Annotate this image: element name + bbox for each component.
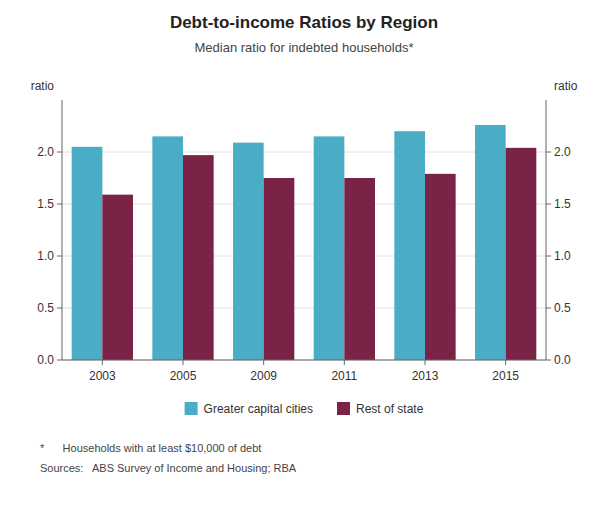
subtitle: Median ratio for indebted households* — [195, 40, 414, 55]
y-tick-label: 0.0 — [37, 353, 54, 367]
bar — [102, 195, 133, 360]
y2-tick-label: 1.0 — [554, 249, 571, 263]
bar — [314, 136, 345, 360]
bar — [344, 178, 375, 360]
y-tick-label: 0.5 — [37, 301, 54, 315]
legend-swatch — [185, 402, 198, 415]
y2-tick — [546, 256, 551, 257]
legend: Greater capital cities Rest of state — [185, 402, 424, 416]
legend-swatch — [337, 402, 350, 415]
bar — [183, 155, 214, 360]
y-tick — [57, 360, 62, 361]
y2-axis-line — [546, 100, 547, 360]
x-tick — [425, 360, 426, 365]
y-tick-label: 2.0 — [37, 145, 54, 159]
bar — [72, 147, 103, 360]
bar — [506, 148, 537, 360]
grid-line — [62, 204, 546, 205]
y2-tick-label: 0.5 — [554, 301, 571, 315]
grid-line — [62, 152, 546, 153]
x-tick — [102, 360, 103, 365]
y2-tick — [546, 152, 551, 153]
x-tick — [344, 360, 345, 365]
y2-tick — [546, 360, 551, 361]
title: Debt-to-income Ratios by Region — [170, 13, 438, 32]
y-axis-label: ratio — [31, 79, 55, 93]
x-tick-label: 2009 — [250, 369, 277, 383]
y2-tick-label: 2.0 — [554, 145, 571, 159]
y2-axis-label: ratio — [554, 79, 578, 93]
bar — [233, 143, 264, 360]
y-tick — [57, 204, 62, 205]
x-axis-line — [62, 360, 546, 361]
bar — [394, 131, 425, 360]
x-tick-label: 2003 — [89, 369, 116, 383]
y-tick-label: 1.0 — [37, 249, 54, 263]
bar — [152, 136, 183, 360]
footnote: * Households with at least $10,000 of de… — [40, 442, 261, 454]
chart: Debt-to-income Ratios by Region Median ra… — [0, 0, 608, 519]
bar — [264, 178, 295, 360]
y-tick-label: 1.5 — [37, 197, 54, 211]
y-tick — [57, 308, 62, 309]
legend-label: Rest of state — [356, 402, 424, 416]
bars — [72, 125, 537, 360]
grid-line — [62, 360, 546, 361]
bar — [475, 125, 506, 360]
footnote: Sources: ABS Survey of Income and Housin… — [40, 462, 297, 474]
x-tick — [183, 360, 184, 365]
x-tick-label: 2011 — [331, 369, 357, 383]
legend-item: Greater capital cities — [185, 402, 313, 416]
y-tick — [57, 256, 62, 257]
legend-item: Rest of state — [337, 402, 424, 416]
legend-label: Greater capital cities — [204, 402, 313, 416]
y-axis-line — [62, 100, 63, 360]
y2-tick — [546, 308, 551, 309]
x-tick-label: 2005 — [170, 369, 197, 383]
y-tick — [57, 152, 62, 153]
x-tick-label: 2015 — [492, 369, 519, 383]
grid-line — [62, 308, 546, 309]
grid-line — [62, 256, 546, 257]
bar — [425, 174, 456, 360]
x-tick — [505, 360, 506, 365]
x-tick-label: 2013 — [412, 369, 439, 383]
y2-tick — [546, 204, 551, 205]
y2-tick-label: 1.5 — [554, 197, 571, 211]
x-tick — [263, 360, 264, 365]
y2-tick-label: 0.0 — [554, 353, 571, 367]
